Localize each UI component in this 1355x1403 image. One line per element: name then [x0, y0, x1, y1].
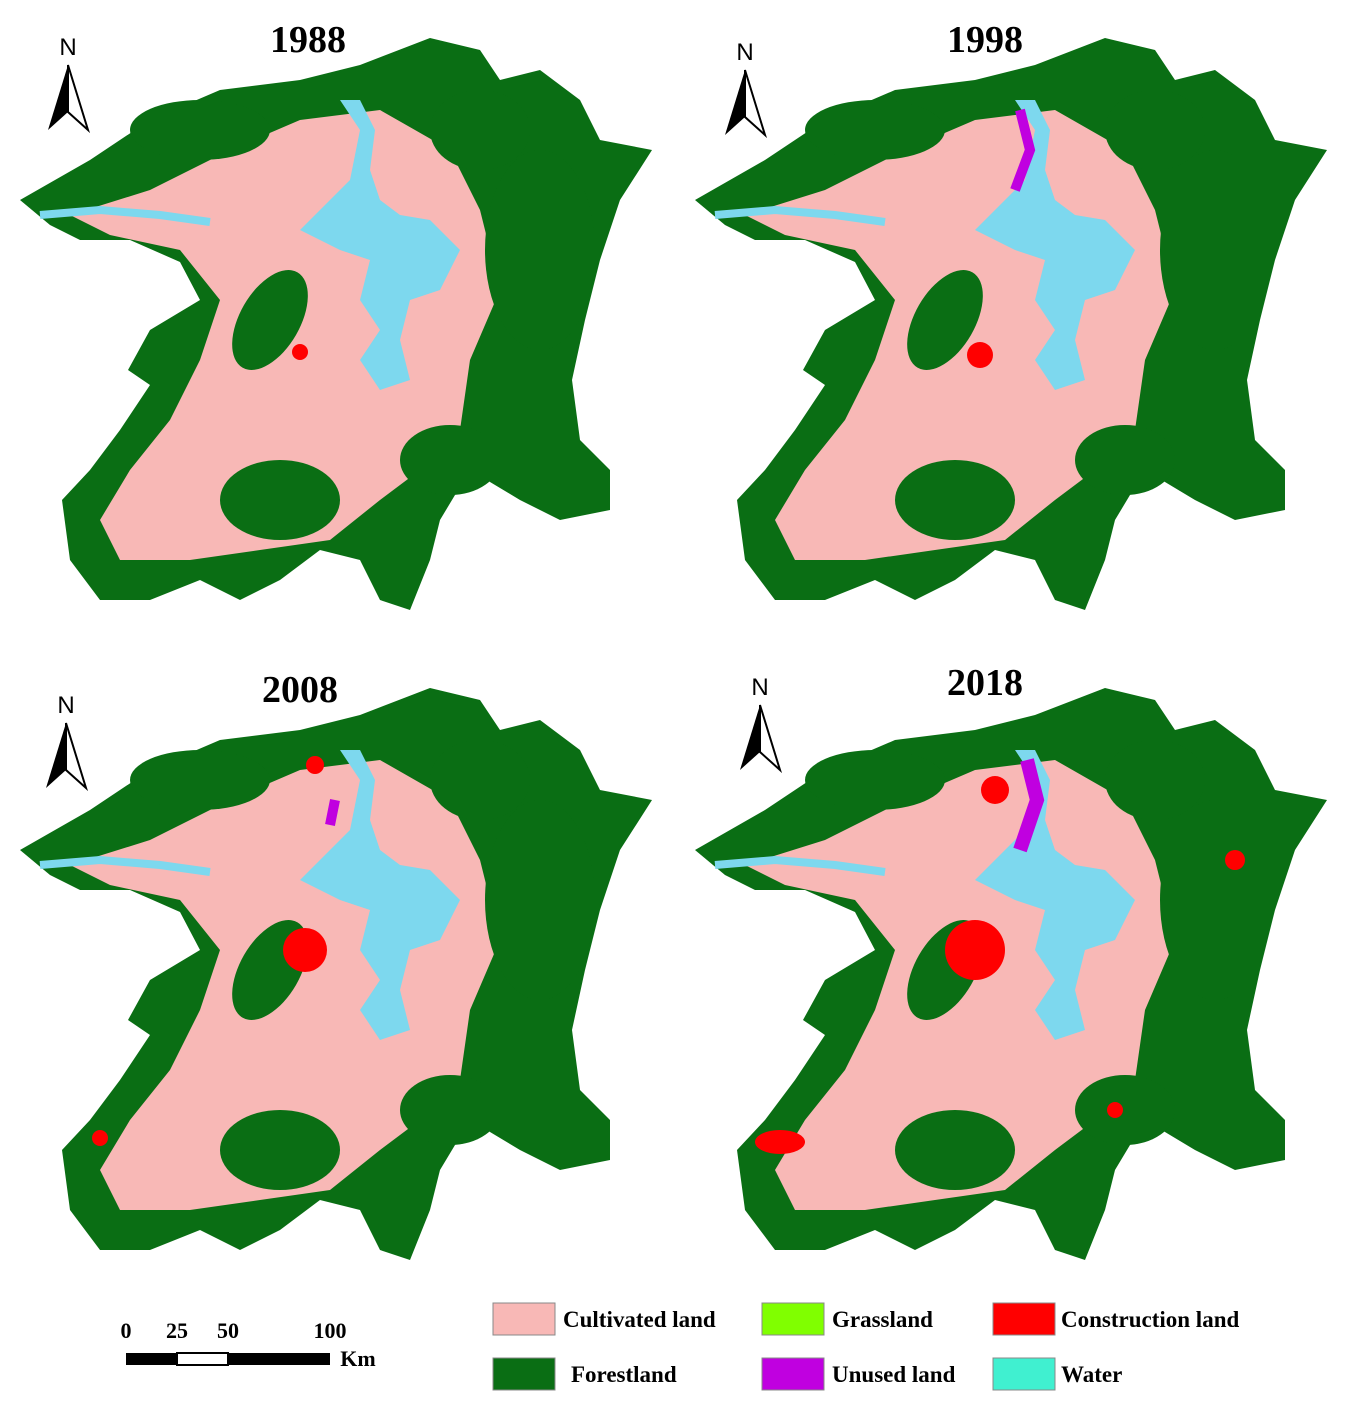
scale-label: 0 — [121, 1318, 132, 1343]
panel-title: 1988 — [270, 19, 346, 61]
legend-swatch — [761, 1357, 825, 1391]
map-panel: 2018 N — [695, 662, 1327, 1260]
legend-label: Cultivated land — [563, 1307, 716, 1332]
legend: Cultivated land Grassland Construction lan… — [492, 1302, 1239, 1391]
legend-swatch — [761, 1302, 825, 1336]
panel-title: 1998 — [947, 19, 1023, 61]
legend-label: Water — [1061, 1362, 1122, 1387]
map-panel: 1998 N — [695, 19, 1327, 610]
panel-title: 2008 — [262, 669, 338, 711]
scale-unit: Km — [340, 1346, 375, 1371]
north-label: N — [736, 39, 753, 66]
legend-label: Forestland — [571, 1362, 677, 1387]
scale-label: 50 — [217, 1318, 239, 1343]
legend-label: Unused land — [832, 1362, 956, 1387]
legend-swatch — [492, 1357, 556, 1391]
panel-title: 2018 — [947, 662, 1023, 704]
north-label: N — [57, 692, 74, 719]
legend-swatch — [992, 1357, 1056, 1391]
scale-label: 25 — [166, 1318, 188, 1343]
map-panel: 2008 N — [20, 669, 652, 1260]
legend-label: Construction land — [1061, 1307, 1239, 1332]
legend-label: Grassland — [832, 1307, 933, 1332]
map-panel: 1988 N — [20, 19, 652, 610]
scale-label: 100 — [314, 1318, 347, 1343]
north-label: N — [751, 674, 768, 701]
scale-bar: 0 25 50 100 Km — [121, 1318, 376, 1371]
legend-swatch — [492, 1302, 556, 1336]
legend-swatch — [992, 1302, 1056, 1336]
north-label: N — [59, 34, 76, 61]
